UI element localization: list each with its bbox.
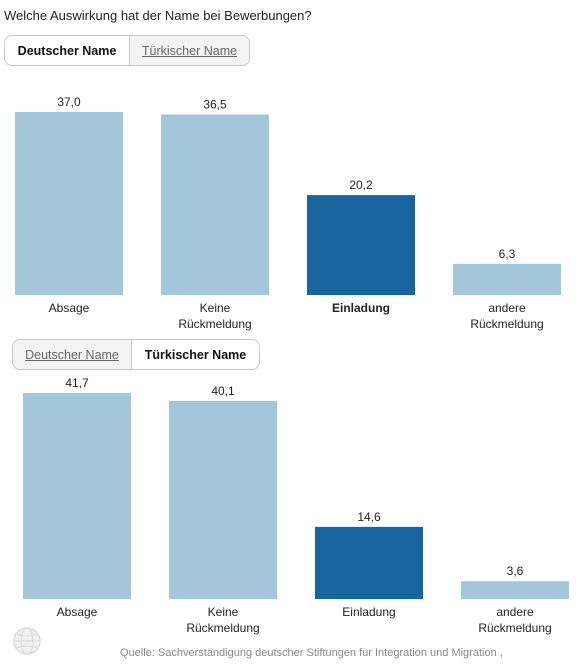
category-label: Absage — [57, 605, 98, 619]
tab-tuerkischer-name[interactable]: Türkischer Name — [129, 36, 249, 65]
tab-tuerkischer-name[interactable]: Türkischer Name — [131, 340, 259, 369]
category-label: Einladung — [332, 301, 390, 315]
bar-andere-rückmeldung — [461, 581, 569, 599]
chart-tuerkischer-name: 41,7 Absage 40,1 Keine Rückmeldung 14,6 Einlad… — [0, 372, 579, 642]
bar-chart-deutscher-name: 37,0 Absage 36,5 Keine Rückmeldung 20,2 Einlad… — [15, 95, 561, 331]
category-label: Einladung — [342, 605, 395, 619]
source-note: Quelle: Sachverständigung deutscher Stif… — [120, 647, 503, 659]
value-label: 41,7 — [65, 376, 89, 390]
bar-absage — [23, 393, 131, 599]
bar-andere-rückmeldung — [453, 263, 561, 295]
category-label: Rückmeldung — [478, 621, 551, 635]
category-label: andere — [488, 301, 526, 315]
category-label: Rückmeldung — [178, 317, 251, 331]
chart-title: Welche Auswirkung hat der Name bei Bewer… — [4, 8, 312, 23]
category-label: Keine — [200, 301, 231, 315]
name-toggle-bottom: Deutscher Name Türkischer Name — [12, 339, 260, 370]
bar-absage — [15, 112, 123, 295]
value-label: 14,6 — [357, 510, 381, 524]
bar-chart-tuerkischer-name: 41,7 Absage 40,1 Keine Rückmeldung 14,6 Einlad… — [23, 376, 569, 635]
bar-einladung — [315, 526, 423, 599]
category-label: Absage — [49, 301, 90, 315]
globe-icon — [12, 626, 42, 656]
category-label: andere — [496, 605, 534, 619]
value-label: 37,0 — [57, 95, 81, 109]
tab-deutscher-name[interactable]: Deutscher Name — [5, 36, 129, 65]
category-label: Rückmeldung — [186, 621, 259, 635]
name-toggle-top: Deutscher Name Türkischer Name — [4, 35, 250, 66]
bar-keine-rückmeldung — [161, 114, 269, 295]
category-label: Rückmeldung — [470, 317, 543, 331]
bar-einladung — [307, 195, 415, 295]
category-label: Keine — [208, 605, 239, 619]
value-label: 36,5 — [203, 97, 227, 111]
value-label: 3,6 — [507, 564, 524, 578]
chart-deutscher-name: 37,0 Absage 36,5 Keine Rückmeldung 20,2 Einlad… — [0, 90, 579, 340]
value-label: 40,1 — [211, 384, 235, 398]
tab-deutscher-name[interactable]: Deutscher Name — [13, 340, 131, 369]
value-label: 6,3 — [499, 247, 516, 261]
value-label: 20,2 — [349, 178, 373, 192]
bar-keine-rückmeldung — [169, 400, 277, 599]
